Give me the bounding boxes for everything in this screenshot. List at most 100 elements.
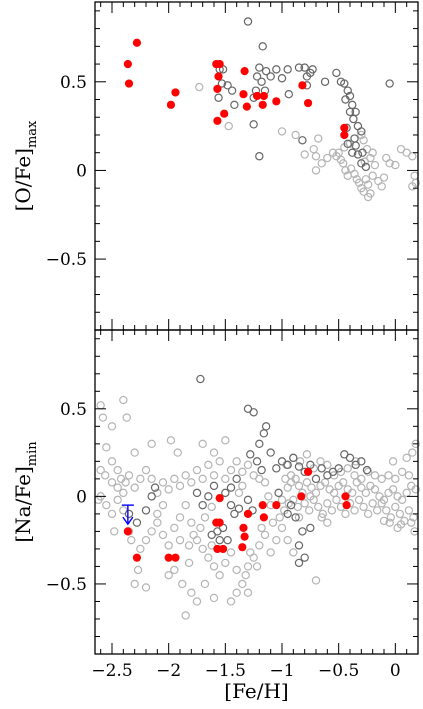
data-point-open <box>385 518 394 527</box>
data-point-open <box>379 516 389 526</box>
data-point-open <box>358 148 367 157</box>
data-point-open <box>317 464 326 473</box>
data-point-open <box>164 541 173 550</box>
data-point-open <box>402 453 411 463</box>
data-point-open <box>150 483 160 492</box>
data-point-open <box>261 422 271 431</box>
data-point-open <box>223 535 232 545</box>
data-point-open <box>357 457 366 466</box>
data-point-open <box>354 495 364 505</box>
data-point-filled <box>303 467 313 476</box>
data-point-open <box>341 166 350 175</box>
data-point-open <box>343 464 352 473</box>
data-point-open <box>294 481 304 491</box>
y-tick-label: −0.5 <box>46 575 87 595</box>
data-point-open <box>187 588 196 597</box>
panel-top-oxygen: 0.5 0 −0.5 <box>46 1 420 331</box>
data-point-open <box>226 548 236 557</box>
data-point-open <box>306 492 315 501</box>
data-point-open <box>308 65 317 74</box>
data-point-open <box>158 500 168 510</box>
data-point-open <box>238 481 247 491</box>
data-point-open <box>350 134 359 143</box>
data-point-open <box>252 457 262 466</box>
data-point-open <box>141 583 151 592</box>
data-point-open <box>178 579 187 589</box>
data-point-open <box>357 474 366 484</box>
data-point-open <box>166 436 176 445</box>
data-point-open <box>158 478 168 487</box>
data-point-open <box>368 148 377 157</box>
data-point-open <box>311 152 321 161</box>
y-tick-label: −0.5 <box>46 250 87 270</box>
data-point-open <box>349 114 358 124</box>
data-point-open <box>204 492 213 501</box>
data-point-open <box>243 460 253 470</box>
data-point-open <box>147 492 156 501</box>
data-point-open <box>339 478 348 487</box>
data-point-open <box>164 570 173 580</box>
data-point-open <box>323 499 332 508</box>
data-point-filled <box>240 67 249 76</box>
data-point-open <box>207 502 216 512</box>
data-point-open <box>223 81 232 90</box>
data-point-open <box>215 457 224 466</box>
data-point-open <box>200 579 210 589</box>
data-point-open <box>209 562 219 571</box>
data-point-open <box>391 160 400 170</box>
data-point-open <box>195 82 204 92</box>
data-point-open <box>147 527 156 536</box>
data-point-open <box>318 509 327 519</box>
data-point-open <box>147 439 156 449</box>
data-point-open <box>189 530 198 540</box>
panel-bottom-sodium: 0.5 0 −0.5 −2.5 −2 −1.5 −1 −0.5 0 <box>46 329 420 681</box>
data-point-open <box>100 471 110 480</box>
data-point-open <box>294 558 304 568</box>
data-point-open <box>277 127 287 136</box>
data-point-open <box>232 565 241 575</box>
data-point-open <box>286 500 296 510</box>
data-point-filled <box>258 501 267 510</box>
data-point-open <box>283 65 292 74</box>
data-point-open <box>272 65 281 74</box>
y-axis-label-text: [O/Fe] <box>11 148 35 211</box>
data-point-open <box>122 413 131 422</box>
data-point-open <box>102 500 111 510</box>
data-point-open <box>124 471 134 480</box>
data-point-open <box>363 509 373 519</box>
data-point-open <box>385 159 394 168</box>
data-point-open <box>217 79 227 88</box>
data-point-filled <box>166 100 176 109</box>
data-point-open <box>298 527 307 536</box>
data-point-open <box>294 462 304 471</box>
data-point-open <box>141 535 151 545</box>
data-point-open <box>184 541 194 550</box>
data-point-open <box>323 153 332 163</box>
data-point-filled <box>303 98 313 108</box>
data-point-open <box>132 518 142 527</box>
data-point-open <box>221 436 230 445</box>
data-point-open <box>295 457 305 466</box>
data-point-open <box>215 535 224 545</box>
data-point-open <box>249 553 258 562</box>
data-point-open <box>408 182 417 191</box>
data-point-filled <box>259 91 268 101</box>
data-point-filled <box>218 544 228 554</box>
data-point-open <box>300 553 309 562</box>
data-point-open <box>257 77 266 86</box>
data-point-open <box>272 535 281 545</box>
data-point-open <box>377 499 386 508</box>
data-point-open <box>268 518 278 527</box>
data-point-filled <box>238 543 247 552</box>
data-point-open <box>130 579 139 589</box>
data-point-open <box>289 495 298 505</box>
data-point-open <box>175 481 185 491</box>
data-point-open <box>196 374 205 384</box>
data-point-open <box>370 471 380 480</box>
data-point-open <box>252 562 262 571</box>
data-point-open <box>221 558 230 568</box>
y-tick-label: 0.5 <box>60 400 87 420</box>
data-point-open <box>307 483 316 492</box>
y-axis-label-subscript: max <box>25 120 40 148</box>
data-point-open <box>327 506 337 515</box>
